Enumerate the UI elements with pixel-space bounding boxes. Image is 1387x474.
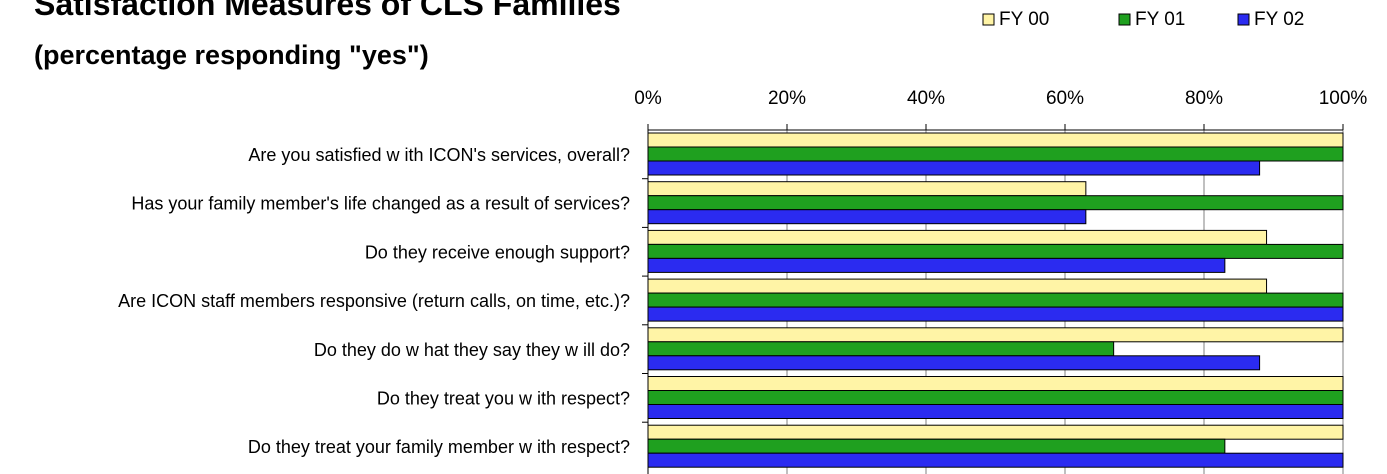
bar-fy-01 [647,341,1115,357]
legend-label: FY 02 [1254,9,1304,30]
bar-fy-01 [647,146,1344,162]
category-label: Do they treat you w ith respect? [377,389,630,409]
x-tick-label: 80% [1185,88,1223,109]
category-label: Do they treat your family member w ith r… [248,437,630,457]
category-label: Are you satisfied w ith ICON's services,… [248,145,630,165]
x-tick-label: 60% [1046,88,1084,109]
legend-label: FY 01 [1135,9,1185,30]
bar-fy-00 [647,229,1268,245]
x-tick-label: 100% [1319,88,1368,109]
bar-fy-00 [647,278,1268,294]
bar-fy-00 [647,181,1087,197]
bar-fy-01 [647,243,1344,259]
bar-fy-00 [647,132,1344,148]
bar-fy-01 [647,195,1344,211]
legend-swatch [1118,13,1131,26]
category-label: Do they receive enough support? [365,242,630,262]
bar-fy-01 [647,292,1344,308]
legend-swatch [982,13,995,26]
chart-subtitle: (percentage responding "yes") [34,40,429,70]
legend-swatch [1237,13,1250,26]
chart-title: Satisfaction Measures of CLS Families [34,0,621,22]
bar-fy-00 [647,424,1344,440]
bar-fy-02 [647,209,1087,225]
bar-fy-00 [647,327,1344,343]
bar-fy-02 [647,306,1344,322]
legend-label: FY 00 [999,9,1049,30]
bar-fy-02 [647,452,1344,468]
bar-fy-02 [647,257,1226,273]
bar-fy-00 [647,376,1344,391]
category-label: Do they do w hat they say they w ill do? [314,340,630,360]
bar-fy-02 [647,160,1261,176]
bar-fy-01 [647,438,1226,454]
bar-fy-02 [647,404,1344,419]
x-tick-label: 20% [768,88,806,109]
x-tick-label: 0% [634,88,662,109]
bar-fy-01 [647,390,1344,405]
x-tick-label: 40% [907,88,945,109]
category-label: Has your family member's life changed as… [131,194,630,214]
category-label: Are ICON staff members responsive (retur… [118,291,630,311]
bar-fy-02 [647,355,1261,371]
